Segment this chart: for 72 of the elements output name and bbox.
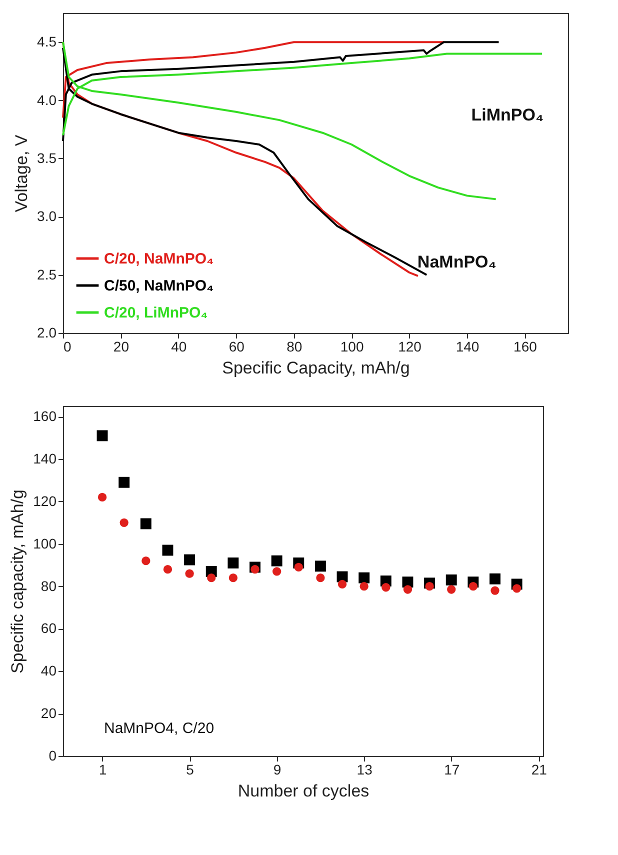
y-tick-label: 100 xyxy=(33,535,57,552)
annotation: LiMnPO₄ xyxy=(471,105,544,124)
point xyxy=(447,585,456,594)
point xyxy=(184,554,196,566)
point xyxy=(512,584,522,593)
y-tick-label: 2.0 xyxy=(37,324,57,340)
point xyxy=(403,585,412,594)
y-tick-label: 40 xyxy=(40,662,57,679)
x-tick-label: 120 xyxy=(398,338,422,354)
point xyxy=(228,557,239,568)
y-tick-label: 160 xyxy=(33,408,57,424)
y-tick-label: 120 xyxy=(33,492,57,509)
point xyxy=(118,476,130,488)
legend-label: C/20, NaMnPO₄ xyxy=(104,250,214,268)
point xyxy=(98,492,107,502)
point xyxy=(468,582,478,591)
point xyxy=(163,565,172,574)
x-tick-label: 140 xyxy=(456,338,480,354)
y-tick-label: 140 xyxy=(33,450,57,467)
point xyxy=(490,586,500,595)
x-tick-label: 160 xyxy=(514,338,538,354)
point xyxy=(490,573,500,584)
point xyxy=(228,573,238,582)
point xyxy=(142,556,150,566)
x-tick-label: 60 xyxy=(228,338,245,354)
legend-label: C/50, NaMnPO₄ xyxy=(104,278,214,294)
y-tick-label: 80 xyxy=(40,578,57,594)
point xyxy=(207,573,216,582)
point xyxy=(446,574,457,586)
point xyxy=(316,573,325,582)
y-axis-title: Specific capacity, mAh/g xyxy=(8,490,28,674)
x-axis-title: Specific Capacity, mAh/g xyxy=(222,358,410,378)
x-tick-label: 13 xyxy=(356,762,373,778)
line-series xyxy=(62,41,445,119)
point xyxy=(96,430,108,442)
x-tick-label: 1 xyxy=(98,762,107,778)
y-axis-title: Voltage, V xyxy=(12,134,32,212)
y-tick-label: 2.5 xyxy=(37,266,57,282)
legend-label: C/20, LiMnPO₄ xyxy=(104,304,208,322)
y-tick-label: 0 xyxy=(48,748,57,764)
point xyxy=(271,555,282,566)
annotation: NaMnPO4, C/20 xyxy=(104,720,214,737)
point xyxy=(314,560,326,572)
point xyxy=(425,582,434,591)
x-tick-label: 80 xyxy=(286,338,302,354)
point xyxy=(358,572,370,584)
point xyxy=(162,544,174,556)
y-tick-label: 4.5 xyxy=(37,34,57,50)
point xyxy=(382,583,390,592)
x-tick-label: 17 xyxy=(444,762,460,778)
x-tick-label: 100 xyxy=(340,338,364,354)
point xyxy=(360,582,368,591)
y-tick-label: 20 xyxy=(40,705,57,722)
x-tick-label: 5 xyxy=(186,762,194,778)
y-tick-label: 3.5 xyxy=(37,150,57,166)
y-tick-label: 4.0 xyxy=(37,92,57,108)
point xyxy=(250,565,260,574)
point xyxy=(272,567,282,576)
x-tick-label: 40 xyxy=(171,338,187,354)
point xyxy=(140,518,152,530)
x-tick-label: 9 xyxy=(273,762,282,778)
x-axis-title: Number of cycles xyxy=(238,782,370,800)
x-tick-label: 21 xyxy=(531,762,548,778)
point xyxy=(338,580,347,589)
y-tick-label: 60 xyxy=(40,620,57,636)
point xyxy=(120,518,128,527)
x-tick-label: 0 xyxy=(64,338,72,354)
y-tick-label: 3.0 xyxy=(37,208,57,224)
point xyxy=(294,562,303,572)
point xyxy=(185,569,194,578)
x-tick-label: 20 xyxy=(113,338,130,354)
annotation: NaMnPO₄ xyxy=(417,252,496,272)
